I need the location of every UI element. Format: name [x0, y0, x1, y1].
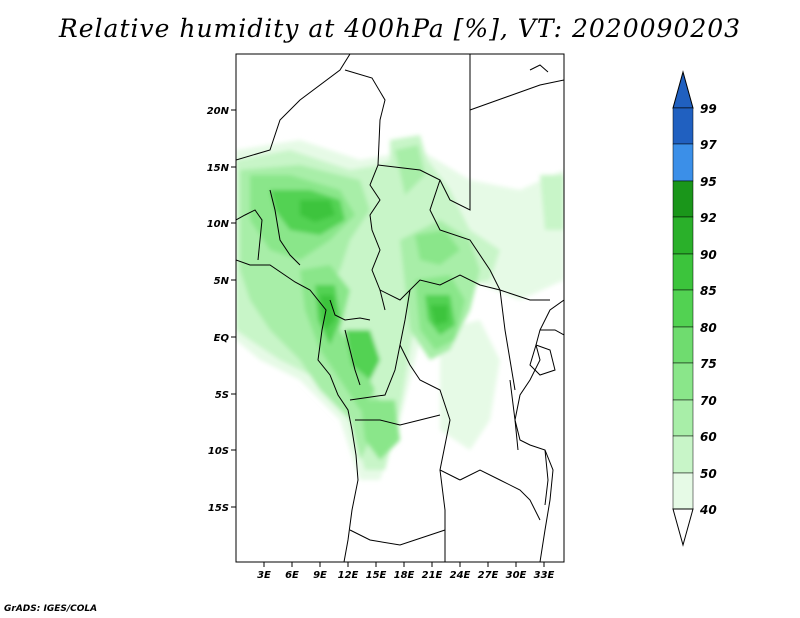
border-2 [344, 69, 386, 311]
lat-label: 10N [207, 219, 230, 230]
colorbar-segment-95 [672, 180, 694, 218]
map-frame [235, 53, 565, 563]
colorbar-top-arrow [672, 70, 694, 109]
lat-label: 20N [207, 106, 230, 117]
border-9 [355, 414, 441, 426]
lon-label: 6E [285, 570, 299, 581]
border-14 [269, 189, 301, 266]
colorbar-segment-50 [672, 472, 694, 510]
colorbar-segment-60 [672, 435, 694, 474]
island-small [529, 64, 549, 73]
rh-band-70-angola [360, 400, 400, 460]
colorbar-label: 90 [700, 248, 717, 262]
lon-label: 15E [366, 570, 387, 581]
lon-label: 12E [338, 570, 359, 581]
lon-label: 18E [394, 570, 415, 581]
colorbar-label: 50 [700, 467, 717, 481]
coastline-west [236, 259, 359, 562]
colorbar-label: 40 [699, 503, 717, 517]
colorbar-segment-85 [672, 289, 694, 328]
colorbar [672, 70, 694, 547]
colorbar-segment-75 [672, 362, 694, 401]
border-17 [499, 289, 516, 391]
lat-label: EQ [214, 333, 230, 344]
colorbar-label: 95 [700, 175, 717, 189]
colorbar-bottom-arrow [672, 508, 694, 547]
lake-malawi [544, 449, 549, 506]
border-1 [236, 54, 351, 161]
border-15 [329, 299, 371, 321]
colorbar-label: 80 [700, 321, 717, 335]
lat-label: 10S [208, 446, 229, 457]
rh-region-south [440, 320, 500, 450]
lat-label: 5S [215, 390, 229, 401]
colorbar-label: 99 [700, 102, 717, 116]
lon-axis: 3E 6E 9E 12E 15E 18E 21E 24E 27E 30E 33E [257, 562, 555, 581]
rh-band-80-basin [345, 330, 380, 380]
colorbar-label: 97 [700, 138, 717, 152]
border-6 [379, 274, 550, 301]
colorbar-labels: 99 97 95 92 90 85 80 75 70 60 50 40 [699, 102, 717, 517]
border-16 [344, 329, 361, 386]
colorbar-segment-70 [672, 399, 694, 437]
lat-label: 15S [208, 503, 229, 514]
colorbar-segment-99 [672, 107, 694, 145]
rh-band-85-congo [430, 305, 448, 325]
colorbar-segment-97 [672, 143, 694, 182]
software-credit: GrADS: IGES/COLA [4, 604, 98, 614]
border-13 [236, 209, 263, 261]
border-7 [349, 289, 411, 401]
lake-victoria [529, 344, 556, 376]
colorbar-label: 75 [700, 357, 717, 371]
colorbar-segment-80 [672, 326, 694, 364]
border-4 [469, 79, 564, 111]
lat-label: 15N [207, 163, 230, 174]
colorbar-segment-92 [672, 216, 694, 255]
border-12 [459, 469, 541, 521]
colorbar-label: 60 [700, 430, 717, 444]
lon-label: 30E [506, 570, 527, 581]
rh-band-70-car [415, 230, 460, 265]
lon-label: 9E [313, 570, 327, 581]
border-18 [540, 329, 564, 336]
lon-label: 21E [422, 570, 443, 581]
lake-tanganyika [509, 379, 519, 451]
lon-label: 24E [450, 570, 471, 581]
chart-title: Relative humidity at 400hPa [%], VT: 202… [58, 14, 742, 43]
rh-band-85 [300, 200, 335, 222]
coastline-east [514, 299, 564, 562]
colorbar-label: 70 [700, 394, 717, 408]
colorbar-segment-90 [672, 253, 694, 291]
border-5 [429, 179, 501, 291]
colorbar-label: 85 [700, 284, 717, 298]
lon-label: 27E [478, 570, 499, 581]
lat-label: 5N [214, 276, 230, 287]
country-borders [236, 54, 564, 562]
lon-label: 33E [534, 570, 555, 581]
rh-band-50-east [540, 175, 564, 230]
lon-label: 3E [257, 570, 271, 581]
border-11 [349, 529, 446, 546]
lat-axis: 20N 15N 10N 5N EQ 5S 10S 15S [207, 106, 236, 514]
border-3 [377, 54, 471, 211]
humidity-field [236, 135, 564, 480]
border-10 [439, 469, 446, 562]
rh-band-60-north [395, 145, 425, 195]
colorbar-label: 92 [700, 211, 717, 225]
